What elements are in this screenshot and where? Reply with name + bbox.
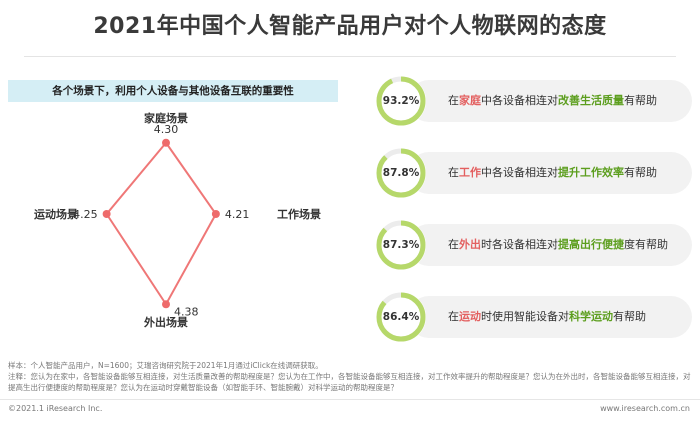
benefit-row: 87.8% 在工作中各设备相连对提升工作效率有帮助 — [374, 146, 692, 200]
row-background — [408, 224, 692, 266]
text-segment: 度有帮助 — [624, 238, 668, 251]
keyword: 提高出行便捷 — [558, 238, 624, 251]
radar-axis-label: 工作场景 — [277, 207, 321, 221]
benefit-row: 87.3% 在外出时各设备相连对提高出行便捷度有帮助 — [374, 218, 692, 272]
footer-divider — [0, 399, 700, 400]
keyword: 家庭 — [459, 94, 481, 107]
percent-ring — [376, 76, 426, 126]
keyword: 工作 — [459, 166, 481, 179]
radar-point — [211, 210, 220, 218]
sample-note: 样本：个人智能产品用户，N=1600；艾瑞咨询研究院于2021年1月通过iCli… — [8, 361, 323, 370]
percent-label: 93.2% — [382, 95, 420, 107]
question-note: 注释：您认为在家中，各智能设备能够互相连接，对生活质量改善的帮助程度是？您认为在… — [8, 372, 691, 392]
keyword: 外出 — [459, 238, 481, 251]
percent-arc — [376, 220, 426, 270]
keyword: 提升工作效率 — [558, 166, 624, 179]
percent-ring — [376, 292, 426, 342]
radar-point — [162, 300, 170, 309]
benefit-text: 在外出时各设备相连对提高出行便捷度有帮助 — [448, 224, 668, 266]
text-segment: 在 — [448, 310, 459, 323]
keyword: 科学运动 — [569, 310, 613, 323]
percent-arc — [376, 76, 426, 126]
keyword: 运动 — [459, 310, 481, 323]
radar-point — [102, 210, 111, 218]
row-background — [408, 152, 692, 194]
benefit-text: 在家庭中各设备相连对改善生活质量有帮助 — [448, 80, 657, 122]
text-segment: 时各设备相连对 — [481, 238, 558, 251]
benefit-row: 86.4% 在运动时使用智能设备对科学运动有帮助 — [374, 290, 692, 344]
radar-axis-label: 家庭场景 — [144, 111, 188, 125]
text-segment: 有帮助 — [624, 94, 657, 107]
percent-ring — [376, 220, 426, 270]
text-segment: 在 — [448, 94, 459, 107]
page-title: 2021年中国个人智能产品用户对个人物联网的态度 — [93, 14, 607, 39]
title-divider — [24, 56, 676, 57]
text-segment: 在 — [448, 166, 459, 179]
radar-point — [162, 138, 170, 147]
radar-value-label: 4.21 — [225, 208, 250, 221]
text-segment: 在 — [448, 238, 459, 251]
radar-value-label: 4.25 — [73, 208, 98, 221]
percent-label: 87.8% — [382, 167, 420, 179]
text-segment: 中各设备相连对 — [481, 166, 558, 179]
radar-title: 各个场景下，利用个人设备与其他设备互联的重要性 — [8, 80, 338, 102]
benefit-list: 93.2% 在家庭中各设备相连对改善生活质量有帮助 87.8% 在工作中各设备相连对提… — [374, 74, 692, 344]
radar-value-label: 4.30 — [154, 123, 179, 136]
site-url: www.iresearch.com.cn — [600, 404, 690, 413]
benefit-text: 在运动时使用智能设备对科学运动有帮助 — [448, 296, 646, 338]
radar-panel: 各个场景下，利用个人设备与其他设备互联的重要性 4.30 4.21 4.38 4.25… — [8, 80, 338, 330]
radar-outline — [105, 141, 218, 307]
text-segment: 时使用智能设备对 — [481, 310, 569, 323]
percent-label: 86.4% — [382, 311, 420, 323]
text-segment: 中各设备相连对 — [481, 94, 558, 107]
footnotes: 样本：个人智能产品用户，N=1600；艾瑞咨询研究院于2021年1月通过iCli… — [8, 360, 692, 393]
percent-arc — [376, 292, 426, 342]
benefit-row: 93.2% 在家庭中各设备相连对改善生活质量有帮助 — [374, 74, 692, 128]
row-background — [408, 80, 692, 122]
row-background — [408, 296, 692, 338]
percent-ring — [376, 148, 426, 198]
copyright: ©2021.1 iResearch Inc. — [8, 404, 103, 413]
text-segment: 有帮助 — [613, 310, 646, 323]
radar-axis-label: 运动场景 — [34, 207, 78, 221]
benefit-text: 在工作中各设备相连对提升工作效率有帮助 — [448, 152, 657, 194]
radar-axis-label: 外出场景 — [143, 315, 188, 329]
radar-value-label: 4.38 — [174, 305, 199, 318]
text-segment: 有帮助 — [624, 166, 657, 179]
percent-arc — [376, 148, 426, 198]
percent-label: 87.3% — [382, 239, 420, 251]
keyword: 改善生活质量 — [558, 94, 624, 107]
